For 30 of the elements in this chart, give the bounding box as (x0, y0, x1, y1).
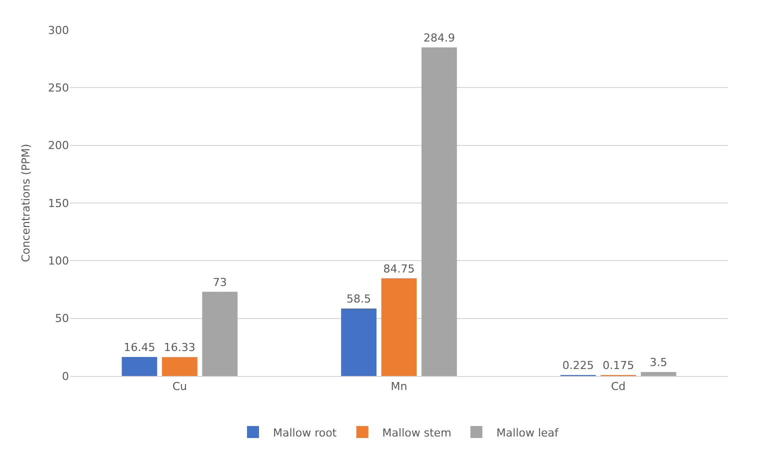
x-tick-label: Cu (172, 380, 187, 394)
legend-label: Mallow root (273, 426, 338, 440)
y-tick-label: 300 (48, 24, 69, 37)
data-label: 16.45 (124, 341, 156, 354)
bar (341, 308, 376, 376)
data-label: 284.9 (423, 31, 455, 44)
x-tick-label: Cd (610, 380, 626, 394)
y-tick-label: 50 (55, 312, 69, 326)
legend-label: Mallow stem (382, 426, 452, 440)
legend-label: Mallow leaf (496, 426, 560, 440)
data-label: 58.5 (346, 292, 372, 306)
bar (162, 357, 198, 376)
bar (640, 372, 676, 376)
y-tick-label: 100 (48, 254, 69, 268)
bar (202, 292, 238, 376)
y-tick-label: 0 (62, 370, 69, 383)
data-label: 0.175 (602, 359, 634, 372)
y-tick-label: 200 (48, 139, 69, 152)
y-axis-title: Concentrations (PPM) (20, 144, 33, 262)
data-label: 84.75 (383, 262, 415, 276)
data-label: 16.33 (164, 341, 196, 354)
x-tick-label: Mn (390, 380, 408, 394)
bar (381, 278, 417, 376)
y-tick-label: 150 (48, 196, 69, 210)
bar (422, 47, 457, 376)
bar (122, 357, 158, 376)
data-label: 3.5 (650, 356, 668, 369)
data-label: 0.225 (562, 359, 594, 372)
y-tick-label: 250 (48, 82, 69, 95)
data-label: 73 (212, 276, 227, 289)
